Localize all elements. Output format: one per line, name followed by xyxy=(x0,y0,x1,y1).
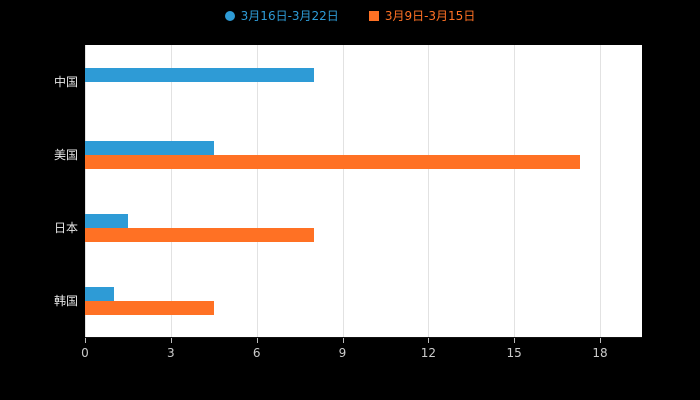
x-axis-tick xyxy=(170,338,172,343)
x-axis-tick xyxy=(428,338,430,343)
bar-series1-中国[interactable] xyxy=(85,67,314,82)
x-axis-tick xyxy=(85,338,86,343)
x-axis-tick-label: 12 xyxy=(420,346,436,360)
y-axis-category-label: 美国 xyxy=(53,147,78,162)
bar-series1-韩国[interactable] xyxy=(85,286,114,301)
x-axis-tick-label: 3 xyxy=(167,346,175,360)
legend-marker-series1-icon xyxy=(224,11,235,21)
bar-series2-美国[interactable] xyxy=(85,154,580,169)
gridline xyxy=(600,45,601,337)
legend-marker-series2-icon xyxy=(368,11,379,21)
legend-item-series1[interactable]: 3月16日-3月22日 xyxy=(224,9,339,23)
x-axis-tick xyxy=(514,338,516,343)
legend-label-series2: 3月9日-3月15日 xyxy=(384,9,476,23)
gridline xyxy=(85,45,86,337)
y-axis-category-label: 日本 xyxy=(53,220,78,235)
gridline xyxy=(342,45,344,337)
plot-area xyxy=(85,45,642,338)
bar-series1-日本[interactable] xyxy=(85,213,128,228)
y-axis-category-label: 韩国 xyxy=(53,293,78,308)
bar-series2-日本[interactable] xyxy=(85,227,314,242)
x-axis-tick-label: 15 xyxy=(506,346,522,360)
x-axis-tick-label: 6 xyxy=(252,346,261,360)
gridline xyxy=(170,45,172,337)
x-axis-tick xyxy=(342,338,344,343)
gridline xyxy=(256,45,258,337)
x-axis-tick-label: 9 xyxy=(338,346,347,360)
legend: 3月16日-3月22日 3月9日-3月15日 xyxy=(0,6,700,26)
legend-label-series1: 3月16日-3月22日 xyxy=(240,9,339,23)
x-axis-tick-label: 0 xyxy=(81,346,89,360)
y-axis-category-label: 中国 xyxy=(53,74,78,89)
bar-series2-韩国[interactable] xyxy=(85,300,214,315)
gridline xyxy=(514,45,516,337)
gridline xyxy=(428,45,430,337)
x-axis-tick xyxy=(600,338,601,343)
x-axis-tick-label: 18 xyxy=(592,346,608,360)
bar-series1-美国[interactable] xyxy=(85,140,214,155)
legend-item-series2[interactable]: 3月9日-3月15日 xyxy=(368,9,476,23)
x-axis-tick xyxy=(256,338,258,343)
